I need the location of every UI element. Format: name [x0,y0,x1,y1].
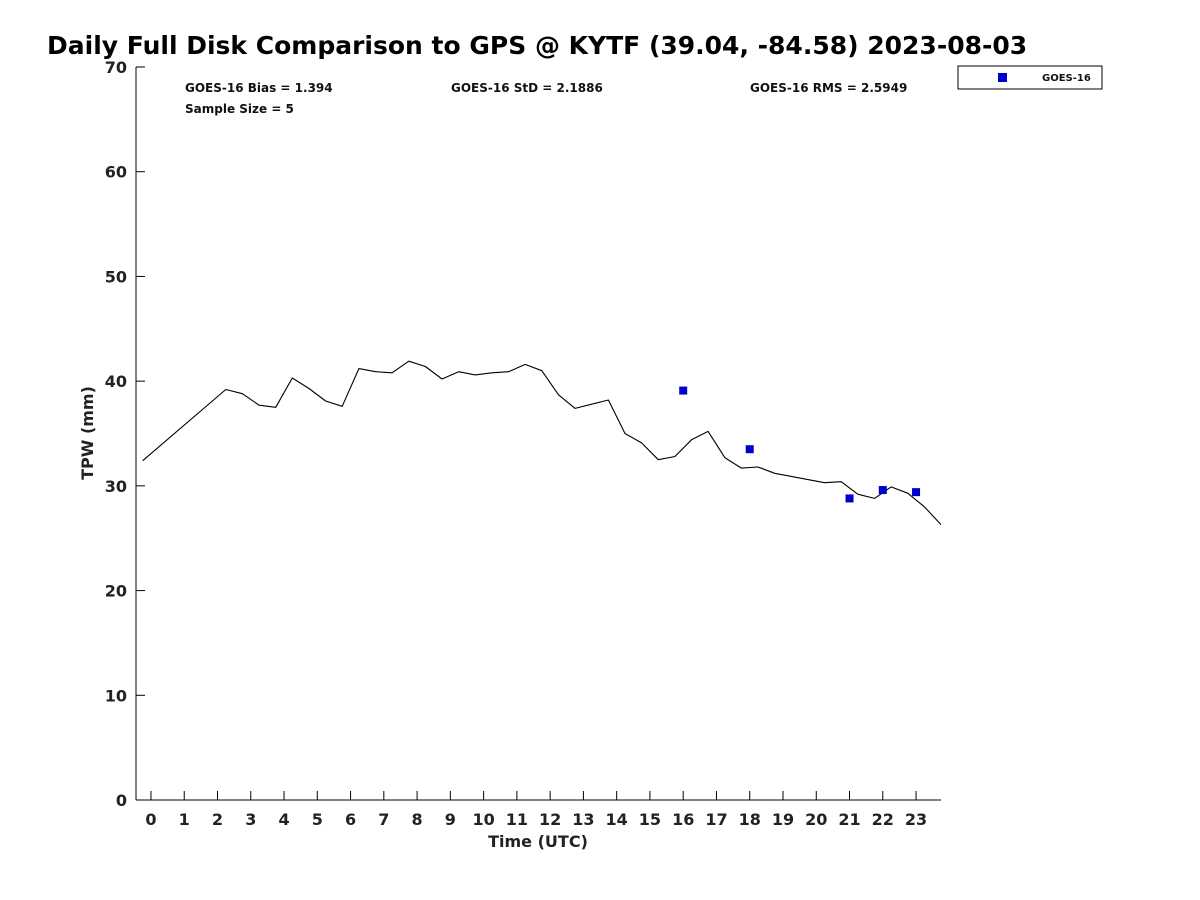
goes-16-point [912,488,921,497]
stat-bias: GOES-16 Bias = 1.394 [185,81,333,95]
series-layer [142,360,942,525]
x-tick-label: 2 [212,810,223,829]
goes-16-points [679,386,921,503]
x-tick-label: 21 [838,810,860,829]
axes [135,67,941,801]
x-tick-label: 10 [472,810,494,829]
x-tick-label: 8 [412,810,423,829]
y-tick-label: 40 [105,372,127,391]
x-tick-label: 12 [539,810,561,829]
goes-16-point [679,386,688,395]
x-tick-label: 3 [245,810,256,829]
x-tick-label: 23 [905,810,927,829]
y-tick-label: 20 [105,582,127,601]
x-tick-label: 5 [312,810,323,829]
x-axis-ticks: 0 1 2 3 4 5 6 7 8 9 10 11 12 13 14 15 16 17 18 19 20 21 22 23 [145,791,927,829]
x-tick-label: 22 [872,810,894,829]
legend-marker-goes-16 [998,73,1007,82]
x-tick-label: 6 [345,810,356,829]
legend-label-goes-16: GOES-16 [1042,73,1091,84]
chart-title: Daily Full Disk Comparison to GPS @ KYTF… [47,31,1027,60]
y-tick-label: 0 [116,791,127,810]
stat-rms: GOES-16 RMS = 2.5949 [750,81,907,95]
y-tick-label: 60 [105,163,127,182]
gps-tpw-line [142,360,942,525]
y-tick-label: 30 [105,477,127,496]
x-tick-label: 18 [739,810,761,829]
goes-16-point [745,445,754,454]
stat-std: GOES-16 StD = 2.1886 [451,81,603,95]
legend: GOES-16 [957,65,1103,90]
x-tick-label: 1 [179,810,190,829]
y-tick-label: 70 [105,58,127,77]
goes-16-point [845,494,854,503]
x-tick-label: 19 [772,810,794,829]
x-tick-label: 17 [705,810,727,829]
x-tick-label: 11 [506,810,528,829]
x-tick-label: 7 [378,810,389,829]
x-tick-label: 16 [672,810,694,829]
y-tick-label: 10 [105,686,127,705]
goes-16-point [878,486,887,495]
legend-box [957,65,1103,90]
x-tick-label: 0 [145,810,156,829]
x-tick-label: 4 [278,810,289,829]
x-tick-label: 14 [606,810,628,829]
x-axis-label: Time (UTC) [488,832,588,851]
x-tick-label: 15 [639,810,661,829]
x-tick-label: 9 [445,810,456,829]
y-axis-ticks: 0 10 20 30 40 50 60 70 [105,58,145,810]
stat-sample-size: Sample Size = 5 [185,102,294,116]
x-tick-label: 20 [805,810,827,829]
y-axis-label: TPW (mm) [78,386,97,480]
x-tick-label: 13 [572,810,594,829]
y-tick-label: 50 [105,267,127,286]
